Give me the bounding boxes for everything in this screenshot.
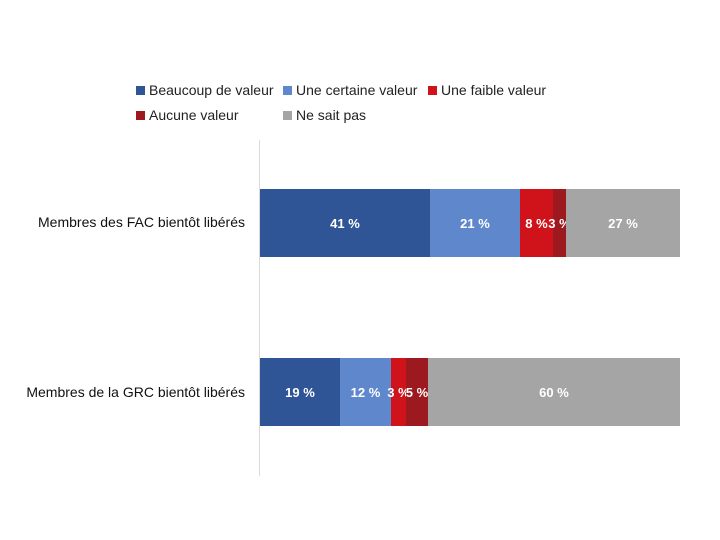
legend-label: Une faible valeur <box>441 82 547 98</box>
bar-segment-ne-sait-pas: 60 % <box>428 358 680 426</box>
legend-label: Ne sait pas <box>296 107 367 123</box>
bar-segment-ne-sait-pas: 27 % <box>566 189 680 257</box>
category-axis-line <box>259 140 260 476</box>
legend-swatch-icon <box>428 85 437 95</box>
category-label-grc: Membres de la GRC bientôt libérés <box>26 384 245 400</box>
bar-segment-certaine: 12 % <box>340 358 391 426</box>
legend-swatch-icon <box>283 85 292 95</box>
bar-segment-aucune: 3 % <box>548 189 571 257</box>
legend-label: Une certaine valeur <box>296 82 418 98</box>
category-label-fac: Membres des FAC bientôt libérés <box>38 214 245 230</box>
bar-segment-faible: 3 % <box>387 358 410 426</box>
legend-item-faible: Une faible valeur <box>428 82 546 98</box>
bar-segment-certaine: 21 % <box>430 189 520 257</box>
legend-item-beaucoup: Beaucoup de valeur <box>136 82 274 98</box>
bar-segment-aucune: 5 % <box>406 358 428 426</box>
legend-label: Beaucoup de valeur <box>149 82 274 98</box>
bar-segment-beaucoup: 41 % <box>260 189 430 257</box>
legend-swatch-icon <box>136 110 145 120</box>
legend-item-aucune: Aucune valeur <box>136 107 239 123</box>
bar-segment-faible: 8 % <box>520 189 553 257</box>
legend-item-ne-sait-pas: Ne sait pas <box>283 107 366 123</box>
bar-segment-beaucoup: 19 % <box>260 358 340 426</box>
stacked-bar-fac: 41 % 21 % 8 % 3 % 27 % <box>260 189 680 257</box>
stacked-bar-grc: 19 % 12 % 3 % 5 % 60 % <box>260 358 680 426</box>
legend-item-certaine: Une certaine valeur <box>283 82 417 98</box>
legend-label: Aucune valeur <box>149 107 239 123</box>
legend-swatch-icon <box>283 110 292 120</box>
legend-swatch-icon <box>136 85 145 95</box>
